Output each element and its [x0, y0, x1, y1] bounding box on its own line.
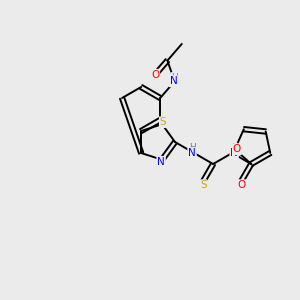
Text: O: O [151, 70, 159, 80]
Text: N: N [157, 157, 165, 167]
Text: H: H [189, 143, 195, 152]
Text: N: N [170, 76, 178, 86]
Text: N: N [230, 148, 238, 158]
Text: H: H [231, 143, 238, 152]
Text: S: S [200, 180, 206, 190]
Text: S: S [160, 117, 166, 127]
Text: O: O [237, 180, 245, 190]
Text: N: N [188, 148, 196, 158]
Text: H: H [171, 73, 178, 82]
Text: O: O [233, 144, 241, 154]
